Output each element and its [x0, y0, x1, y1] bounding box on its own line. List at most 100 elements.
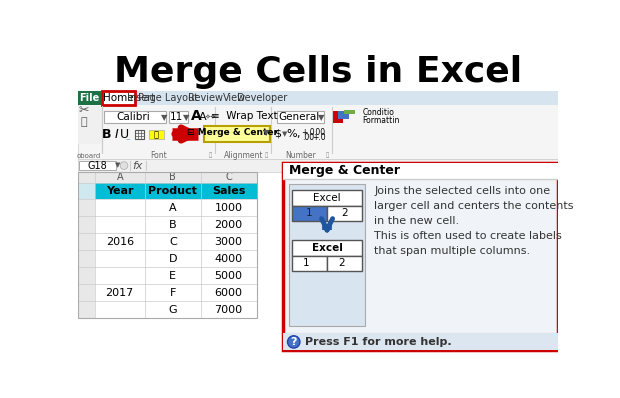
Bar: [204, 126, 270, 142]
Bar: [78, 91, 558, 105]
Text: ⌗: ⌗: [265, 153, 268, 158]
Text: Joins the selected cells into one
larger cell and centers the contents
in the ne: Joins the selected cells into one larger…: [374, 186, 574, 226]
Text: G18: G18: [88, 160, 107, 171]
Text: D: D: [169, 254, 177, 264]
Text: ▼: ▼: [115, 162, 120, 169]
Bar: [78, 183, 257, 199]
Bar: [327, 256, 362, 271]
Text: 11: 11: [170, 112, 184, 122]
Text: Press F1 for more help.: Press F1 for more help.: [304, 337, 451, 347]
Bar: [332, 111, 343, 123]
Bar: [78, 91, 100, 105]
Text: Merge & Center: Merge & Center: [289, 164, 400, 178]
Text: B: B: [169, 172, 176, 182]
Bar: [283, 163, 558, 179]
Text: 2: 2: [341, 208, 348, 219]
Bar: [292, 240, 362, 256]
Bar: [201, 301, 257, 318]
Text: 🪣: 🪣: [154, 130, 159, 139]
Bar: [78, 199, 94, 217]
Text: F: F: [170, 288, 176, 298]
Text: 5000: 5000: [215, 271, 242, 281]
Text: G: G: [169, 304, 177, 314]
Bar: [292, 190, 362, 206]
Bar: [145, 233, 201, 250]
Bar: [94, 199, 145, 217]
Text: Number: Number: [285, 151, 316, 160]
Text: 7000: 7000: [215, 304, 242, 314]
Text: Merge Cells in Excel: Merge Cells in Excel: [113, 55, 522, 90]
Text: C: C: [225, 172, 232, 182]
Text: Page Layout: Page Layout: [138, 93, 198, 103]
Bar: [94, 301, 145, 318]
Text: 1: 1: [306, 208, 313, 219]
Bar: [94, 250, 145, 267]
Text: 1: 1: [303, 258, 309, 268]
Text: File: File: [79, 93, 99, 103]
Text: A: A: [169, 203, 177, 213]
Text: ✂: ✂: [79, 103, 89, 117]
Text: Sales: Sales: [212, 186, 246, 196]
Bar: [78, 233, 94, 250]
Bar: [201, 217, 257, 233]
Text: Home: Home: [104, 93, 134, 103]
Text: fx: fx: [133, 160, 143, 171]
Text: +.0: +.0: [302, 128, 315, 137]
Bar: [201, 267, 257, 284]
Bar: [78, 106, 102, 144]
Bar: [78, 172, 257, 318]
Bar: [94, 233, 145, 250]
Text: 2: 2: [338, 258, 345, 268]
Text: 6000: 6000: [215, 288, 242, 298]
Bar: [104, 111, 166, 123]
Text: Excel: Excel: [313, 193, 341, 203]
Text: ▼: ▼: [263, 128, 269, 137]
Bar: [278, 111, 324, 123]
Text: +.0: +.0: [312, 133, 326, 142]
Text: ▼: ▼: [183, 113, 189, 121]
Bar: [78, 160, 558, 172]
Text: .00: .00: [303, 133, 314, 142]
Text: Product: Product: [148, 186, 197, 196]
Bar: [201, 199, 257, 217]
Bar: [78, 250, 94, 267]
Bar: [145, 301, 201, 318]
Bar: [283, 334, 558, 350]
Text: A: A: [191, 109, 202, 123]
Bar: [292, 206, 327, 221]
Text: ▼: ▼: [319, 113, 325, 121]
Text: A: A: [199, 112, 207, 122]
Text: 4000: 4000: [215, 254, 242, 264]
Text: Font: Font: [151, 151, 167, 160]
Text: View: View: [223, 93, 246, 103]
Bar: [327, 206, 362, 221]
Bar: [102, 91, 135, 105]
Text: U: U: [120, 127, 130, 140]
Text: E: E: [169, 271, 176, 281]
Text: 📋: 📋: [81, 117, 87, 127]
Text: C: C: [169, 237, 177, 247]
Bar: [78, 267, 94, 284]
Bar: [145, 217, 201, 233]
Text: ,: ,: [296, 129, 300, 139]
Text: Excel: Excel: [312, 243, 342, 253]
Bar: [94, 217, 145, 233]
Text: B: B: [102, 127, 112, 140]
Text: 1000: 1000: [215, 203, 242, 213]
Text: ⌗: ⌗: [326, 153, 329, 158]
Bar: [292, 256, 327, 271]
Text: 2000: 2000: [215, 220, 242, 230]
Bar: [135, 130, 144, 139]
Bar: [201, 233, 257, 250]
Circle shape: [288, 336, 300, 348]
Bar: [169, 111, 187, 123]
Text: ⌗: ⌗: [209, 153, 213, 158]
Text: I: I: [114, 127, 118, 140]
Bar: [78, 172, 257, 183]
Circle shape: [120, 162, 128, 170]
Text: General: General: [278, 112, 320, 122]
Text: $: $: [274, 129, 281, 139]
Text: ▼: ▼: [161, 113, 167, 121]
Bar: [283, 163, 558, 350]
Bar: [344, 110, 355, 114]
